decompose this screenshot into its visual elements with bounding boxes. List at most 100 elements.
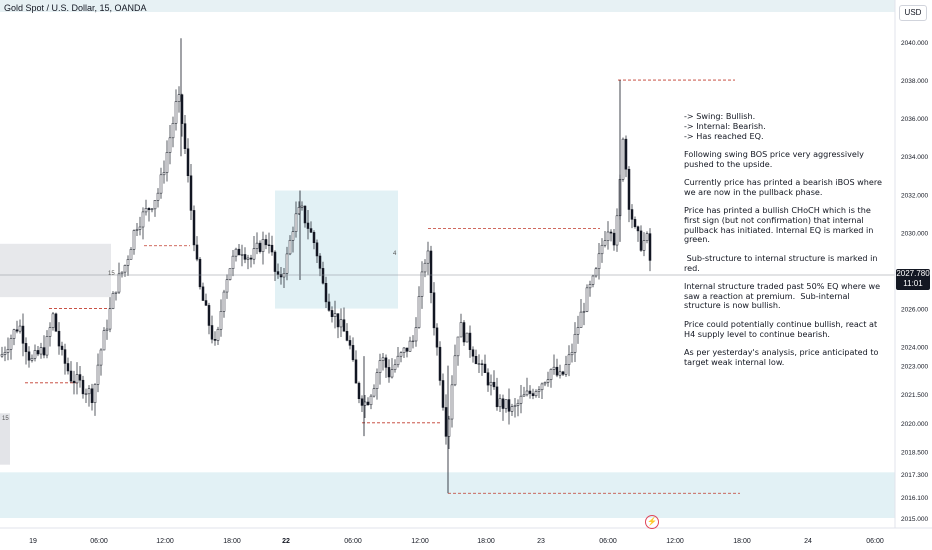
candle bbox=[525, 377, 529, 397]
candle bbox=[405, 347, 409, 358]
candle bbox=[132, 229, 136, 255]
candle bbox=[393, 359, 397, 373]
candle bbox=[24, 337, 28, 365]
candle bbox=[129, 247, 133, 260]
candle bbox=[33, 344, 37, 362]
candle bbox=[342, 307, 346, 332]
candle bbox=[36, 346, 40, 357]
candle bbox=[6, 337, 10, 361]
candles-layer bbox=[0, 38, 652, 494]
candle bbox=[321, 261, 325, 285]
candle bbox=[396, 346, 400, 368]
candle bbox=[519, 385, 523, 414]
candle bbox=[615, 208, 619, 252]
candle bbox=[216, 326, 220, 346]
candle bbox=[303, 205, 307, 228]
note-2: Following swing BOS price very aggressiv… bbox=[684, 148, 867, 169]
candle bbox=[99, 348, 103, 376]
candle bbox=[507, 388, 511, 425]
candle bbox=[477, 354, 481, 374]
candle bbox=[501, 394, 505, 421]
candle bbox=[9, 334, 13, 360]
candle bbox=[300, 201, 304, 211]
candle bbox=[225, 274, 229, 299]
candle bbox=[543, 381, 547, 387]
candle bbox=[354, 350, 358, 384]
candle bbox=[483, 354, 487, 373]
candle bbox=[315, 239, 319, 263]
candle bbox=[441, 373, 445, 411]
candle bbox=[414, 317, 418, 347]
candle bbox=[597, 243, 601, 280]
x-tick-label: 06:00 bbox=[344, 538, 362, 545]
x-tick-label: 18:00 bbox=[733, 538, 751, 545]
currency-button[interactable]: USD bbox=[899, 5, 927, 21]
candle bbox=[81, 375, 85, 399]
candle bbox=[249, 254, 253, 268]
candle bbox=[141, 207, 145, 240]
top-zone-band bbox=[0, 0, 895, 12]
candle bbox=[567, 345, 571, 377]
candle bbox=[150, 207, 154, 213]
candle bbox=[411, 335, 415, 349]
note-6: Internal structure traded past 50% EQ wh… bbox=[684, 280, 883, 311]
candle bbox=[234, 247, 238, 262]
candle bbox=[459, 313, 463, 338]
candle bbox=[492, 370, 496, 390]
candle bbox=[378, 353, 382, 385]
zone-internal-eq bbox=[275, 190, 398, 309]
candle bbox=[183, 114, 187, 154]
candle bbox=[3, 346, 7, 362]
candle bbox=[489, 374, 493, 396]
candle bbox=[603, 230, 607, 248]
candle bbox=[339, 308, 343, 337]
y-tick-label: 2021.500 bbox=[901, 392, 928, 399]
candle bbox=[579, 299, 583, 328]
candle bbox=[417, 286, 421, 329]
x-tick-label: 23 bbox=[537, 538, 545, 545]
candle bbox=[111, 291, 115, 310]
candle bbox=[66, 357, 70, 375]
candle bbox=[117, 262, 121, 295]
candle bbox=[558, 364, 562, 379]
current-price-value: 2027.780 bbox=[896, 269, 930, 278]
current-price-label: 2027.780 11:01 bbox=[896, 269, 930, 290]
candle bbox=[369, 394, 373, 410]
candle bbox=[585, 284, 589, 313]
candle bbox=[423, 259, 427, 278]
candle bbox=[561, 370, 565, 376]
candle bbox=[522, 386, 526, 397]
candle bbox=[480, 359, 484, 376]
candle bbox=[465, 332, 469, 343]
candle bbox=[372, 384, 376, 398]
candle bbox=[516, 399, 520, 417]
candle bbox=[471, 346, 475, 363]
candle bbox=[60, 341, 64, 356]
candle bbox=[90, 383, 94, 411]
candle bbox=[606, 221, 610, 250]
note-8: As per yesterday's analysis, price antic… bbox=[684, 346, 882, 367]
candle bbox=[75, 362, 79, 395]
candle bbox=[600, 238, 604, 263]
candle bbox=[54, 312, 58, 332]
lightning-alert-icon[interactable]: ⚡ bbox=[645, 515, 659, 529]
candle bbox=[453, 344, 457, 387]
candle bbox=[30, 354, 34, 363]
candle bbox=[264, 234, 268, 250]
y-tick-label: 2016.100 bbox=[901, 495, 928, 502]
candle bbox=[504, 399, 508, 413]
note-1: -> Swing: Bullish. -> Internal: Bearish.… bbox=[684, 111, 766, 141]
candle bbox=[201, 282, 205, 301]
candle bbox=[639, 225, 643, 252]
candle bbox=[513, 397, 517, 418]
candle bbox=[546, 371, 550, 387]
candle bbox=[45, 330, 49, 359]
time-axis[interactable]: 19 06:00 12:00 18:00 22 06:00 12:00 18:00 23 06:0… bbox=[29, 538, 884, 545]
candle bbox=[96, 353, 100, 393]
candle bbox=[351, 337, 355, 362]
candle bbox=[204, 293, 208, 306]
candle bbox=[147, 207, 151, 222]
candle bbox=[273, 250, 277, 282]
candle bbox=[102, 327, 106, 351]
